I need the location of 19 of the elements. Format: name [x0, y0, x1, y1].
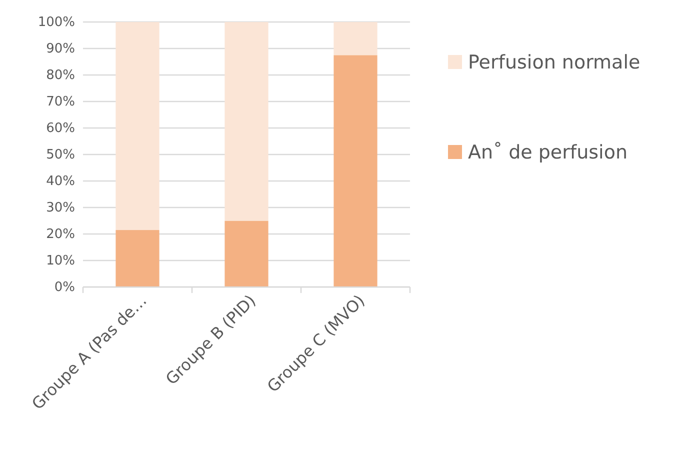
bar [334, 55, 378, 287]
y-tick-label: 50% [46, 148, 75, 163]
legend-label: Perfusion normale [468, 52, 640, 74]
y-tick-label: 80% [46, 68, 75, 84]
legend-label: An˚ de perfusion [468, 142, 628, 164]
bar [334, 22, 378, 56]
bar [116, 22, 160, 230]
y-tick-label: 90% [46, 42, 75, 57]
bar [116, 230, 160, 287]
y-tick-label: 20% [46, 227, 75, 242]
y-tick-label: 100% [38, 15, 75, 30]
y-tick-label: 40% [46, 174, 75, 190]
y-tick-label: 10% [46, 254, 75, 269]
y-tick-label: 60% [46, 121, 75, 136]
y-tick-label: 30% [46, 200, 75, 216]
bar [224, 22, 268, 221]
y-tick-label: 70% [46, 94, 75, 110]
y-tick-label: 0% [54, 280, 75, 296]
bar [224, 220, 268, 287]
